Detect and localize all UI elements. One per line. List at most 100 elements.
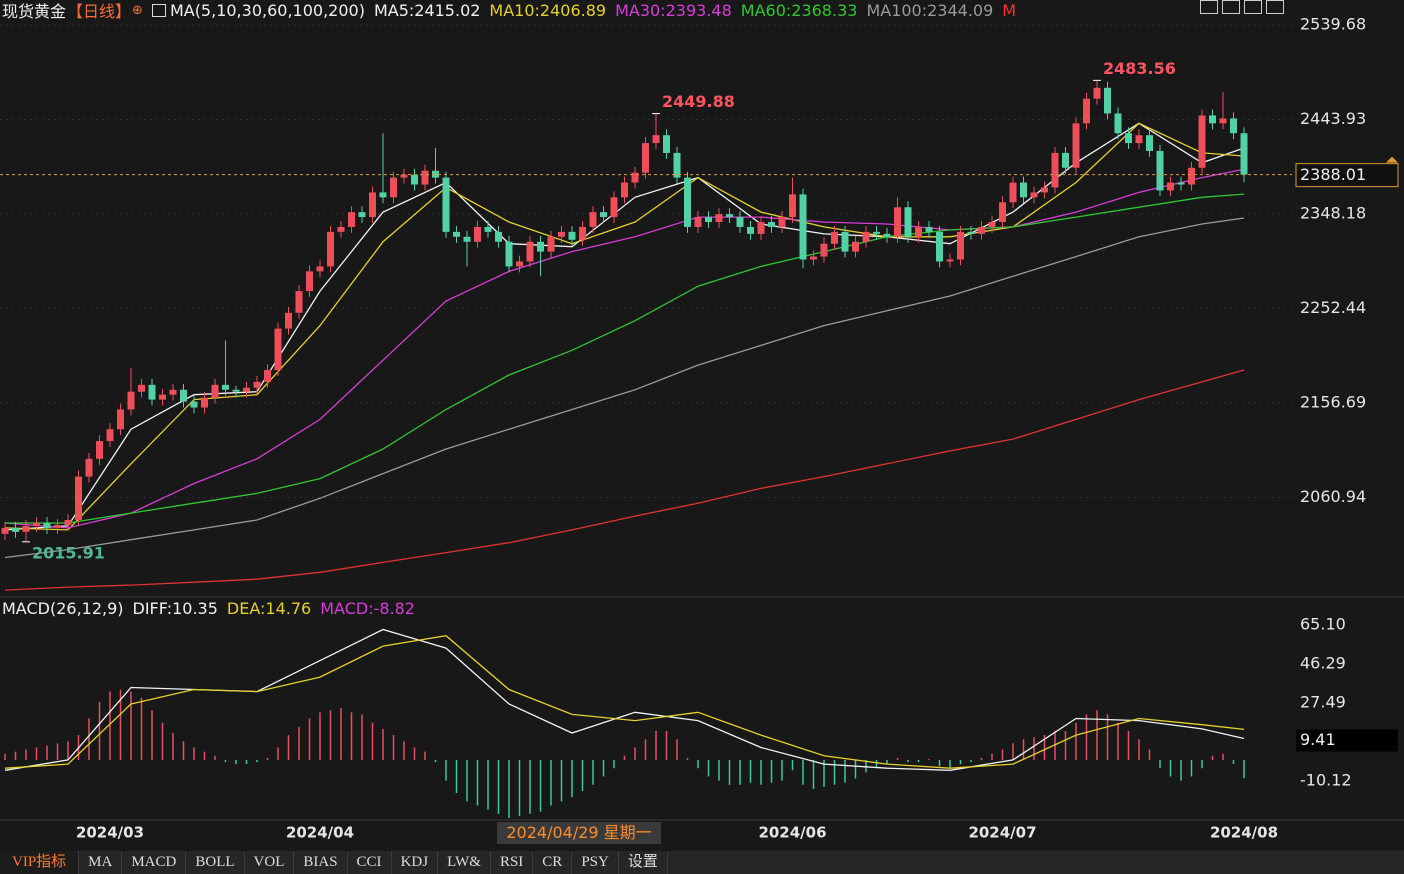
- candle-body: [883, 233, 891, 237]
- candle-body: [841, 231, 849, 252]
- candle-body: [988, 222, 996, 227]
- indicator-tab[interactable]: PSY: [572, 851, 619, 874]
- candle-body: [558, 231, 565, 237]
- candle-body: [642, 143, 649, 173]
- y-tick-label: 2443.93: [1300, 109, 1366, 128]
- indicator-tab[interactable]: LW&: [438, 851, 491, 874]
- candle-body: [516, 261, 523, 267]
- cursor-value-label: 9.41: [1300, 730, 1336, 749]
- last-price-label: 2388.01: [1300, 165, 1366, 184]
- indicator-icon[interactable]: [151, 3, 166, 17]
- y-tick-label: -10.12: [1300, 770, 1352, 789]
- indicator-tab[interactable]: RSI: [491, 851, 534, 874]
- candle-body: [705, 217, 712, 223]
- candle-body: [43, 522, 51, 528]
- candle-body: [999, 202, 1006, 223]
- chart: 2060.94 2156.69 2252.44 2348.18 2443.93 2539.…: [0, 14, 1404, 842]
- ma-flag[interactable]: M: [1002, 0, 1017, 20]
- candle-body: [1093, 87, 1101, 99]
- candle-body: [1114, 113, 1122, 134]
- candle-body: [316, 266, 324, 272]
- legend-entry: MA5:2415.02: [373, 0, 481, 20]
- x-tick-label: 2024/07: [968, 824, 1036, 842]
- candle-body: [673, 152, 681, 178]
- candle-body: [873, 231, 880, 234]
- tool-icon[interactable]: [1200, 0, 1218, 14]
- candle-body: [726, 214, 733, 218]
- tool-icon[interactable]: [1266, 0, 1284, 14]
- candle-body: [127, 391, 135, 410]
- candle-body: [1104, 87, 1111, 114]
- candle-body: [75, 476, 82, 521]
- candle-body: [747, 226, 754, 234]
- candle-body: [610, 197, 618, 218]
- candle-body: [463, 236, 471, 242]
- candle-body: [253, 381, 261, 388]
- candle-body: [64, 520, 72, 525]
- candle-body: [1146, 135, 1153, 151]
- candle-body: [537, 241, 544, 252]
- legend-entry: DIFF:10.35: [132, 598, 218, 618]
- indicator-tab[interactable]: CCI: [348, 851, 392, 874]
- candle-body: [768, 222, 775, 227]
- y-tick-label: 2252.44: [1300, 298, 1366, 317]
- candle-body: [306, 271, 313, 292]
- candle-body: [12, 527, 19, 532]
- macd-title: MACD(26,12,9): [2, 598, 124, 618]
- candle-body: [159, 394, 166, 400]
- candle-body: [379, 192, 387, 198]
- extreme-label: 2015.91: [32, 543, 105, 562]
- candle-body: [1219, 118, 1227, 124]
- indicator-tab[interactable]: KDJ: [392, 851, 439, 874]
- candle-body: [169, 389, 177, 395]
- tool-icon[interactable]: [1222, 0, 1240, 14]
- indicator-tab[interactable]: MACD: [122, 851, 187, 874]
- candle-body: [1177, 182, 1185, 185]
- candle-body: [1030, 192, 1038, 198]
- candle-body: [589, 212, 597, 227]
- candle-body: [442, 177, 450, 232]
- ma-line: [4, 628, 1245, 771]
- candle-body: [348, 212, 355, 227]
- candle-body: [484, 226, 492, 232]
- candle-body: [831, 231, 838, 244]
- candle-body: [201, 397, 208, 408]
- add-icon[interactable]: ⊕: [132, 2, 143, 18]
- candle-body: [694, 217, 702, 227]
- indicator-tab[interactable]: VOL: [245, 851, 295, 874]
- candle-body: [1167, 182, 1174, 191]
- ma-line: [4, 168, 1245, 529]
- toolbar-icons: [1200, 0, 1284, 14]
- last-price-box: [1295, 163, 1399, 188]
- candle-body: [1, 527, 9, 534]
- candle-body: [852, 241, 859, 252]
- candle-body: [1198, 115, 1206, 168]
- candle-body: [547, 236, 555, 252]
- candle-body: [106, 429, 114, 442]
- indicator-tab[interactable]: VIP指标: [0, 851, 80, 874]
- x-tick-label: 2024/03: [76, 824, 144, 842]
- candle-body: [1125, 133, 1132, 144]
- period[interactable]: 【日线】: [67, 2, 132, 21]
- candle-body: [96, 441, 103, 459]
- indicator-tab[interactable]: MA: [79, 851, 123, 874]
- candle-body: [138, 384, 145, 392]
- candle-body: [211, 384, 219, 398]
- indicator-tab[interactable]: BOLL: [186, 851, 245, 874]
- indicator-tab[interactable]: 设置: [619, 851, 668, 874]
- candle-body: [967, 231, 975, 234]
- symbol: 现货黄金: [2, 2, 67, 21]
- candle-body: [799, 194, 807, 260]
- candle-body: [621, 182, 628, 198]
- cursor-value-box: [1296, 729, 1398, 752]
- candle-body: [810, 256, 817, 260]
- tool-icon[interactable]: [1244, 0, 1262, 14]
- ma-line: [4, 635, 1245, 769]
- indicator-tab[interactable]: BIAS: [294, 851, 348, 874]
- indicator-tab[interactable]: CR: [533, 851, 573, 874]
- candle-body: [1188, 167, 1195, 185]
- legend-entry: MA30:2393.48: [615, 0, 732, 20]
- candle-body: [663, 135, 670, 153]
- candle-body: [33, 522, 40, 526]
